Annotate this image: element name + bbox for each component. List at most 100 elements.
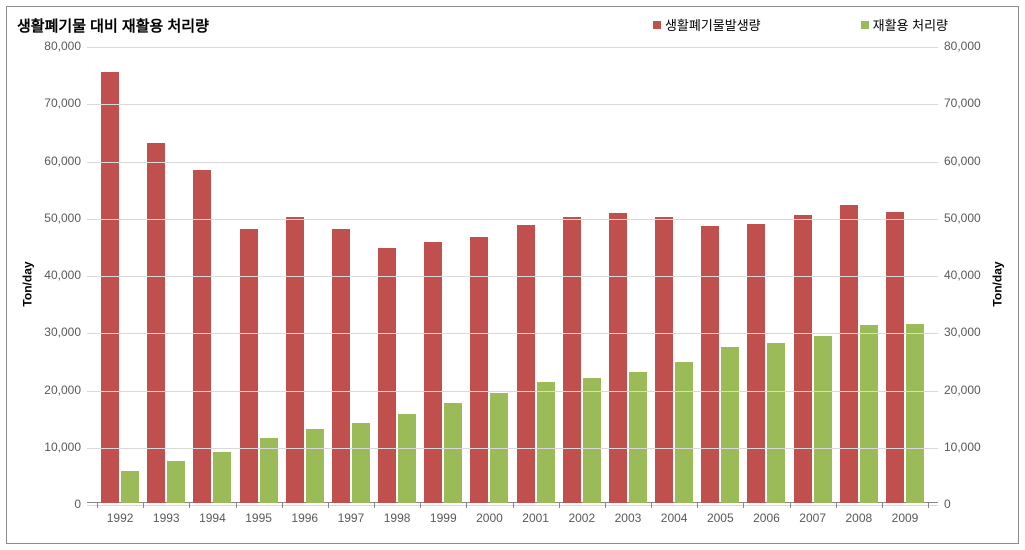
bar-group: 2008 <box>836 205 882 503</box>
x-tick-label: 2006 <box>753 503 780 525</box>
x-tick-label: 2007 <box>799 503 826 525</box>
bar-series-2 <box>721 347 739 503</box>
y-tick-label-right: 30,000 <box>938 325 988 339</box>
bar-series-1 <box>563 217 581 503</box>
bar-group: 1996 <box>282 217 328 503</box>
x-tickmark <box>513 503 514 508</box>
x-tickmark <box>466 503 467 508</box>
bar-series-2 <box>121 471 139 503</box>
x-tick-label: 1998 <box>384 503 411 525</box>
bar-series-1 <box>655 217 673 503</box>
bar-series-2 <box>906 324 924 503</box>
x-tick-label: 2004 <box>661 503 688 525</box>
legend: 생활폐기물발생량 재활용 처리량 <box>653 15 948 34</box>
x-tickmark <box>882 503 883 508</box>
x-tickmark <box>282 503 283 508</box>
bar-series-1 <box>424 242 442 503</box>
legend-label: 생활폐기물발생량 <box>665 15 761 34</box>
bar-series-2 <box>167 461 185 503</box>
bar-series-1 <box>193 170 211 503</box>
chart-container: 생활폐기물 대비 재활용 처리량 생활폐기물발생량 재활용 처리량 199219… <box>6 6 1019 544</box>
gridline <box>87 47 938 48</box>
bar-series-2 <box>213 452 231 503</box>
y-tick-label-right: 0 <box>938 497 988 511</box>
bar-group: 2001 <box>513 225 559 503</box>
legend-swatch-icon <box>861 21 869 29</box>
y-tick-label-right: 60,000 <box>938 154 988 168</box>
bar-series-1 <box>747 224 765 503</box>
legend-label: 재활용 처리량 <box>873 15 948 34</box>
x-tickmark <box>605 503 606 508</box>
x-tick-label: 2009 <box>892 503 919 525</box>
bar-series-1 <box>609 213 627 503</box>
bar-group: 1994 <box>189 170 235 503</box>
gridline <box>87 391 938 392</box>
bar-series-1 <box>701 226 719 503</box>
bar-series-2 <box>583 378 601 503</box>
bar-group: 1993 <box>143 143 189 503</box>
x-tick-label: 2005 <box>707 503 734 525</box>
x-tickmark <box>651 503 652 508</box>
x-tick-label: 2008 <box>845 503 872 525</box>
x-tick-label: 2002 <box>568 503 595 525</box>
bar-series-1 <box>794 215 812 503</box>
bar-group: 1997 <box>328 229 374 503</box>
bar-series-2 <box>675 362 693 503</box>
gridline <box>87 448 938 449</box>
bars-wrap: 1992199319941995199619971998199920002001… <box>87 47 938 503</box>
x-tick-label: 1994 <box>199 503 226 525</box>
x-tickmark <box>189 503 190 508</box>
bar-group: 1998 <box>374 248 420 503</box>
bar-group: 1999 <box>420 242 466 503</box>
gridline <box>87 219 938 220</box>
gridline <box>87 276 938 277</box>
x-tickmark <box>420 503 421 508</box>
y-axis-label-left: Ton/day <box>21 261 35 306</box>
x-tick-label: 1995 <box>245 503 272 525</box>
y-tick-label-right: 20,000 <box>938 383 988 397</box>
bar-series-2 <box>306 429 324 503</box>
bar-series-1 <box>101 72 119 503</box>
x-tickmark <box>374 503 375 508</box>
y-tick-label-left: 80,000 <box>37 39 87 53</box>
x-tick-label: 2000 <box>476 503 503 525</box>
y-tick-label-right: 70,000 <box>938 96 988 110</box>
y-tick-label-left: 20,000 <box>37 383 87 397</box>
bar-series-1 <box>840 205 858 503</box>
bar-group: 2005 <box>697 226 743 503</box>
x-tickmark <box>97 503 98 508</box>
x-tick-label: 1999 <box>430 503 457 525</box>
bar-group: 2007 <box>790 215 836 503</box>
x-tick-label: 1997 <box>338 503 365 525</box>
bar-group: 2002 <box>559 217 605 503</box>
legend-item-series-2: 재활용 처리량 <box>861 15 948 34</box>
bar-series-2 <box>860 325 878 503</box>
x-tickmark <box>697 503 698 508</box>
bar-series-2 <box>352 423 370 503</box>
bar-series-2 <box>767 343 785 503</box>
x-tickmark <box>236 503 237 508</box>
chart-title: 생활폐기물 대비 재활용 처리량 <box>17 15 209 36</box>
x-tick-label: 2001 <box>522 503 549 525</box>
bar-series-2 <box>398 414 416 503</box>
bar-series-1 <box>147 143 165 503</box>
y-tick-label-left: 10,000 <box>37 440 87 454</box>
y-tick-label-left: 0 <box>37 497 87 511</box>
y-tick-label-left: 50,000 <box>37 211 87 225</box>
y-tick-label-left: 60,000 <box>37 154 87 168</box>
gridline <box>87 333 938 334</box>
bar-series-1 <box>517 225 535 503</box>
bar-series-1 <box>240 229 258 503</box>
bar-series-2 <box>814 336 832 503</box>
x-tick-label: 2003 <box>615 503 642 525</box>
bar-series-1 <box>286 217 304 503</box>
bar-group: 1992 <box>97 72 143 503</box>
bar-group: 2006 <box>743 224 789 503</box>
y-tick-label-right: 80,000 <box>938 39 988 53</box>
y-axis-label-right: Ton/day <box>990 261 1004 306</box>
x-tickmark <box>143 503 144 508</box>
x-tick-label: 1992 <box>107 503 134 525</box>
plot-area: 1992199319941995199619971998199920002001… <box>87 47 938 503</box>
y-tick-label-right: 40,000 <box>938 268 988 282</box>
x-tickmark <box>928 503 929 508</box>
